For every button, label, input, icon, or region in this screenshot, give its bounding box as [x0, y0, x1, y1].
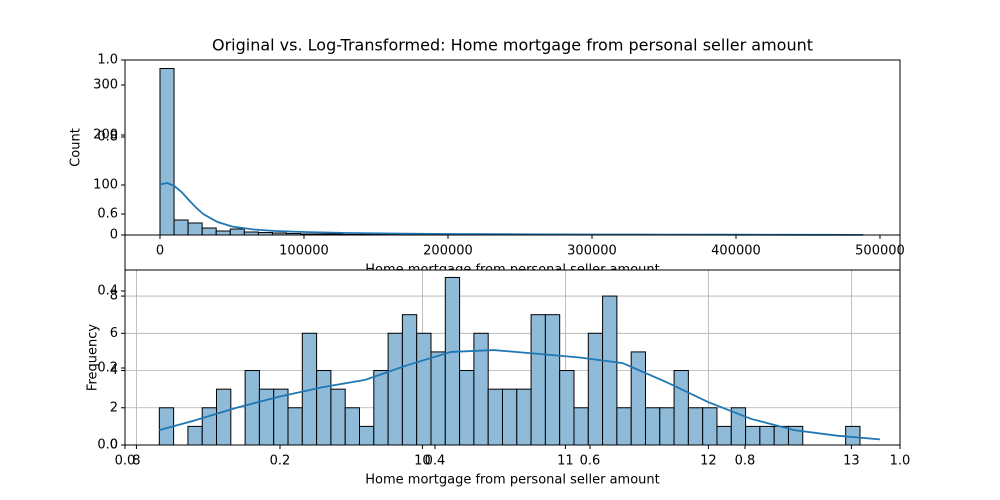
histogram-bar [344, 407, 361, 446]
histogram-bar [387, 332, 403, 446]
histogram-bar [215, 230, 231, 236]
histogram-bar [745, 425, 761, 446]
histogram-bar [229, 228, 245, 236]
x-tick-label: 0.2 [270, 454, 291, 469]
histogram-bar [616, 407, 632, 446]
histogram-bar [573, 407, 589, 446]
axes-frame [124, 269, 901, 446]
histogram-bar [544, 314, 561, 446]
x-tick-label: 12 [700, 454, 717, 469]
x-tick-label: 500000 [855, 244, 905, 259]
axes-frame [124, 59, 901, 236]
y-tick-label: 8 [110, 289, 118, 304]
histogram-bar [630, 351, 646, 446]
histogram-bar [287, 407, 303, 446]
histogram-bar [244, 370, 260, 446]
axes-background [125, 60, 900, 235]
histogram-bar [444, 276, 461, 446]
histogram-bar [516, 388, 532, 446]
x-tick-label: 1.0 [890, 454, 911, 469]
histogram-bar [587, 332, 604, 446]
x-axis-label: Home mortgage from personal seller amoun… [365, 473, 659, 488]
histogram-bar [416, 332, 432, 446]
x-tick-label: 0.0 [115, 454, 136, 469]
y-tick-label: 0.8 [97, 130, 118, 145]
x-tick-label: 400000 [711, 244, 761, 259]
y-tick-label: 0 [110, 438, 118, 453]
y-tick-label: 0.6 [97, 207, 118, 222]
x-tick-label: 0.4 [425, 454, 446, 469]
histogram-bar [401, 314, 418, 446]
histogram-bar [201, 407, 218, 446]
y-tick-label: 300 [93, 78, 118, 93]
histogram-bar [359, 425, 375, 446]
histogram-bar [530, 314, 546, 446]
histogram-bar [373, 370, 389, 446]
x-tick-label: 8 [132, 454, 140, 469]
y-tick-label: 4 [110, 363, 118, 378]
histogram-bar [173, 219, 189, 236]
y-tick-label: 200 [93, 128, 118, 143]
histogram-bar [702, 407, 718, 446]
x-tick-label: 200000 [423, 244, 473, 259]
histogram-bar [187, 222, 203, 236]
x-tick-label: 0.6 [580, 454, 601, 469]
histogram-bar [716, 425, 732, 446]
y-tick-label: 6 [110, 326, 118, 341]
histogram-bar [602, 295, 618, 446]
x-tick-label: 13 [843, 454, 860, 469]
x-tick-label: 0.8 [735, 454, 756, 469]
x-tick-label: 10 [414, 454, 431, 469]
histogram-bar [430, 351, 446, 446]
y-tick-label: 0.4 [97, 284, 118, 299]
y-axis-label: Frequency [86, 324, 101, 391]
histogram-bar [187, 425, 203, 446]
x-tick-label: 11 [557, 454, 574, 469]
histogram-bar [258, 388, 275, 446]
histogram-bar [487, 388, 503, 446]
y-tick-label: 2 [110, 400, 118, 415]
y-tick-label: 100 [93, 178, 118, 193]
histogram-bar [559, 370, 575, 446]
y-tick-label: 0 [110, 228, 118, 243]
kde-line [159, 349, 881, 441]
x-tick-label: 0 [156, 244, 164, 259]
histogram-bar [845, 425, 861, 446]
histogram-bar [687, 407, 704, 446]
histogram-bar [330, 388, 346, 446]
y-tick-label: 1.0 [97, 53, 118, 68]
histogram-bar [459, 370, 475, 446]
histogram-bar [316, 370, 332, 446]
histogram-bar [216, 388, 232, 446]
histogram-bar [673, 370, 689, 446]
y-axis-label: Count [69, 128, 84, 167]
histogram-bar [201, 227, 217, 236]
chart-title: Original vs. Log-Transformed: Home mortg… [212, 36, 813, 55]
histogram-bar [501, 388, 518, 446]
y-tick-label: 0.0 [97, 438, 118, 453]
histogram-bar [159, 68, 175, 236]
y-tick-label: 0.2 [97, 361, 118, 376]
histogram-bar [644, 407, 661, 446]
x-tick-label: 300000 [567, 244, 617, 259]
x-tick-label: 100000 [279, 244, 329, 259]
histogram-bar [659, 407, 675, 446]
histogram-bar [759, 425, 775, 446]
histogram-bar [773, 425, 789, 446]
